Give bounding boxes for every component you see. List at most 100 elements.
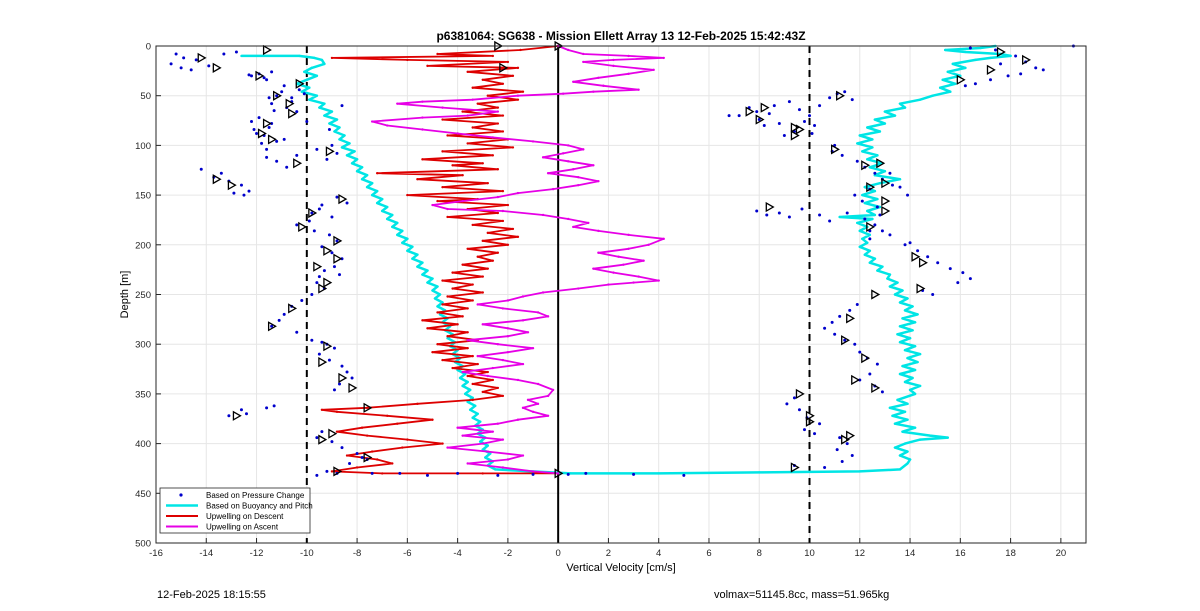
- triangle-marker: [227, 180, 237, 191]
- data-point: [461, 263, 464, 266]
- pressure-point: [199, 167, 203, 171]
- data-point: [856, 221, 859, 225]
- pressure-point: [772, 104, 776, 108]
- y-tick-label: 400: [135, 439, 151, 450]
- data-point: [451, 271, 454, 274]
- data-point: [612, 64, 615, 68]
- pressure-point: [244, 412, 248, 416]
- data-point: [868, 233, 872, 237]
- data-point: [577, 287, 580, 290]
- data-point: [622, 263, 625, 266]
- x-tick-label: 12: [854, 548, 865, 559]
- triangle-marker: [308, 207, 318, 219]
- data-point: [494, 468, 497, 471]
- data-point: [486, 374, 489, 378]
- data-point: [375, 458, 379, 461]
- data-point: [903, 380, 907, 384]
- data-point: [873, 189, 877, 193]
- triangle-marker: [866, 221, 876, 233]
- legend-entry-buoyancy: Based on Buoyancy and Pitch: [166, 502, 313, 511]
- x-tick-label: -14: [199, 548, 213, 559]
- legend-entry-ascent: Upwelling on Ascent: [166, 523, 279, 532]
- pressure-point: [777, 211, 781, 215]
- triangle-marker: [836, 90, 845, 101]
- data-point: [421, 273, 424, 276]
- pressure-point: [994, 48, 998, 52]
- data-point: [546, 172, 550, 175]
- data-point: [893, 114, 897, 117]
- data-point: [401, 241, 404, 245]
- data-point: [471, 382, 474, 386]
- data-point: [496, 211, 500, 215]
- data-point: [516, 418, 520, 421]
- data-point: [632, 281, 635, 284]
- data-point: [873, 257, 877, 260]
- triangle-marker: [841, 434, 851, 445]
- data-point: [873, 118, 877, 121]
- pressure-point: [823, 326, 827, 330]
- triangle-marker: [338, 372, 348, 384]
- data-point: [567, 217, 570, 221]
- data-point: [652, 68, 655, 72]
- data-point: [928, 434, 932, 437]
- data-point: [486, 444, 489, 447]
- data-point: [466, 247, 469, 250]
- data-point: [898, 301, 902, 304]
- triangle-marker: [348, 382, 358, 394]
- data-point: [906, 462, 909, 465]
- triangle-marker: [318, 434, 328, 445]
- triangle-marker: [212, 62, 222, 73]
- triangle-marker: [745, 106, 755, 117]
- pressure-point: [315, 473, 319, 477]
- data-point: [878, 181, 882, 185]
- series-markers: [197, 40, 1031, 479]
- data-point: [868, 249, 872, 252]
- data-point: [431, 418, 434, 421]
- x-tick-label: -16: [149, 548, 163, 559]
- data-point: [519, 48, 522, 52]
- data-point: [338, 138, 341, 141]
- pressure-point: [310, 293, 314, 296]
- data-point: [370, 181, 374, 185]
- data-point: [416, 402, 419, 406]
- data-point: [567, 144, 570, 147]
- pressure-point: [828, 96, 832, 100]
- data-point: [479, 440, 482, 443]
- data-point: [406, 58, 409, 62]
- data-point: [572, 80, 575, 83]
- data-point: [642, 259, 645, 262]
- data-point: [370, 120, 374, 123]
- pressure-point: [956, 281, 960, 285]
- data-point: [496, 386, 500, 390]
- data-point: [561, 152, 565, 155]
- data-series: [169, 40, 1075, 479]
- data-point: [627, 72, 630, 76]
- pressure-point: [348, 461, 352, 465]
- pressure-point: [727, 114, 731, 118]
- pressure-point: [903, 243, 907, 247]
- triangle-marker: [871, 289, 881, 300]
- data-point: [856, 142, 859, 145]
- data-point: [476, 102, 479, 105]
- data-point: [592, 267, 595, 270]
- data-point: [461, 384, 464, 388]
- triangle-marker: [911, 251, 921, 262]
- data-point: [446, 337, 449, 340]
- data-point: [463, 372, 467, 376]
- pressure-point: [813, 124, 817, 128]
- pressure-point: [312, 229, 316, 233]
- data-point: [901, 317, 904, 320]
- data-point: [320, 58, 324, 62]
- pressure-point: [737, 114, 741, 118]
- pressure-point: [277, 318, 281, 322]
- data-point: [954, 82, 957, 85]
- pressure-point: [916, 249, 920, 253]
- triangle-marker: [830, 144, 840, 155]
- data-point: [536, 382, 540, 386]
- data-point: [662, 237, 665, 241]
- data-point: [350, 162, 354, 165]
- data-point: [873, 213, 877, 217]
- data-point: [883, 122, 887, 125]
- pressure-point: [1041, 68, 1045, 72]
- data-point: [901, 364, 904, 368]
